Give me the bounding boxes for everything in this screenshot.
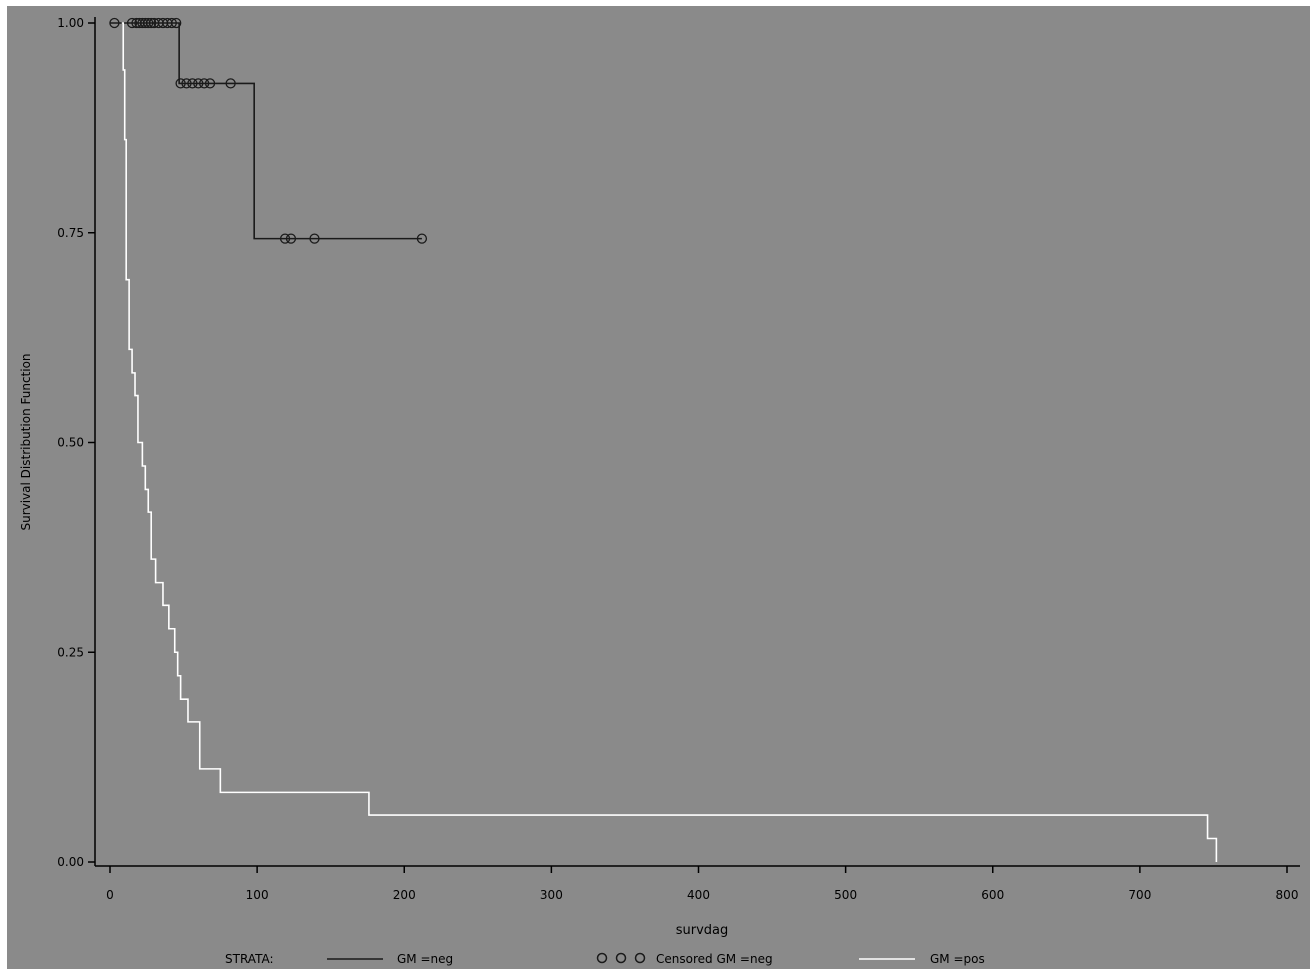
x-tick-label: 700 [1128, 888, 1151, 902]
x-tick-label: 800 [1276, 888, 1299, 902]
y-tick-label: 1.00 [57, 16, 84, 30]
x-tick-label: 100 [246, 888, 269, 902]
x-tick-label: 600 [981, 888, 1004, 902]
legend-title: STRATA: [225, 952, 274, 966]
x-axis: 0 100 200 300 400 500 600 700 800 [95, 865, 1300, 902]
legend-label-gm-pos: GM =pos [930, 952, 985, 966]
legend-marker-censored-3 [634, 952, 646, 964]
legend-marker-censored-2 [615, 952, 627, 964]
page-edge-left [0, 0, 7, 969]
censored-marker [416, 233, 428, 244]
y-axis-label: Survival Distribution Function [19, 353, 33, 530]
censored-marker [199, 78, 210, 89]
series-gm-neg [109, 17, 428, 244]
censored-marker [204, 78, 216, 89]
series-layer [109, 17, 1218, 862]
y-tick-label: 0.25 [57, 645, 84, 659]
censored-marker [146, 17, 157, 29]
censored-marker [171, 17, 182, 29]
x-tick-label: 400 [687, 888, 710, 902]
censored-marker [309, 233, 320, 244]
survival-curve-gm-pos [121, 22, 1218, 862]
y-tick-label: 0.00 [57, 855, 84, 869]
page-edge-top [0, 0, 1310, 6]
censored-marker [166, 17, 177, 29]
x-tick-label: 0 [106, 888, 114, 902]
censored-marker [187, 78, 198, 89]
censored-marker [193, 78, 204, 89]
x-tick-label: 500 [834, 888, 857, 902]
x-tick-label: 300 [540, 888, 563, 902]
censored-marker [126, 17, 138, 29]
y-tick-label: 0.50 [57, 436, 84, 450]
censored-marker [143, 17, 154, 29]
x-axis-label: survdag [676, 923, 729, 938]
y-tick-label: 0.75 [57, 226, 84, 240]
censored-marker [109, 17, 120, 29]
x-tick-label: 200 [393, 888, 416, 902]
censored-marker [175, 78, 186, 89]
censored-marker [279, 233, 291, 244]
censored-marker [181, 78, 192, 89]
y-axis: 0.00 0.25 0.50 0.75 1.00 [57, 16, 96, 869]
legend-marker-censored-1 [596, 952, 608, 964]
legend: STRATA: GM =neg Censored GM =neg GM =pos [225, 952, 985, 966]
series-gm-pos [121, 22, 1218, 862]
censored-marker [285, 233, 297, 244]
legend-label-gm-neg: GM =neg [397, 952, 453, 966]
legend-label-censored: Censored GM =neg [656, 952, 773, 966]
censored-marker [225, 78, 236, 89]
